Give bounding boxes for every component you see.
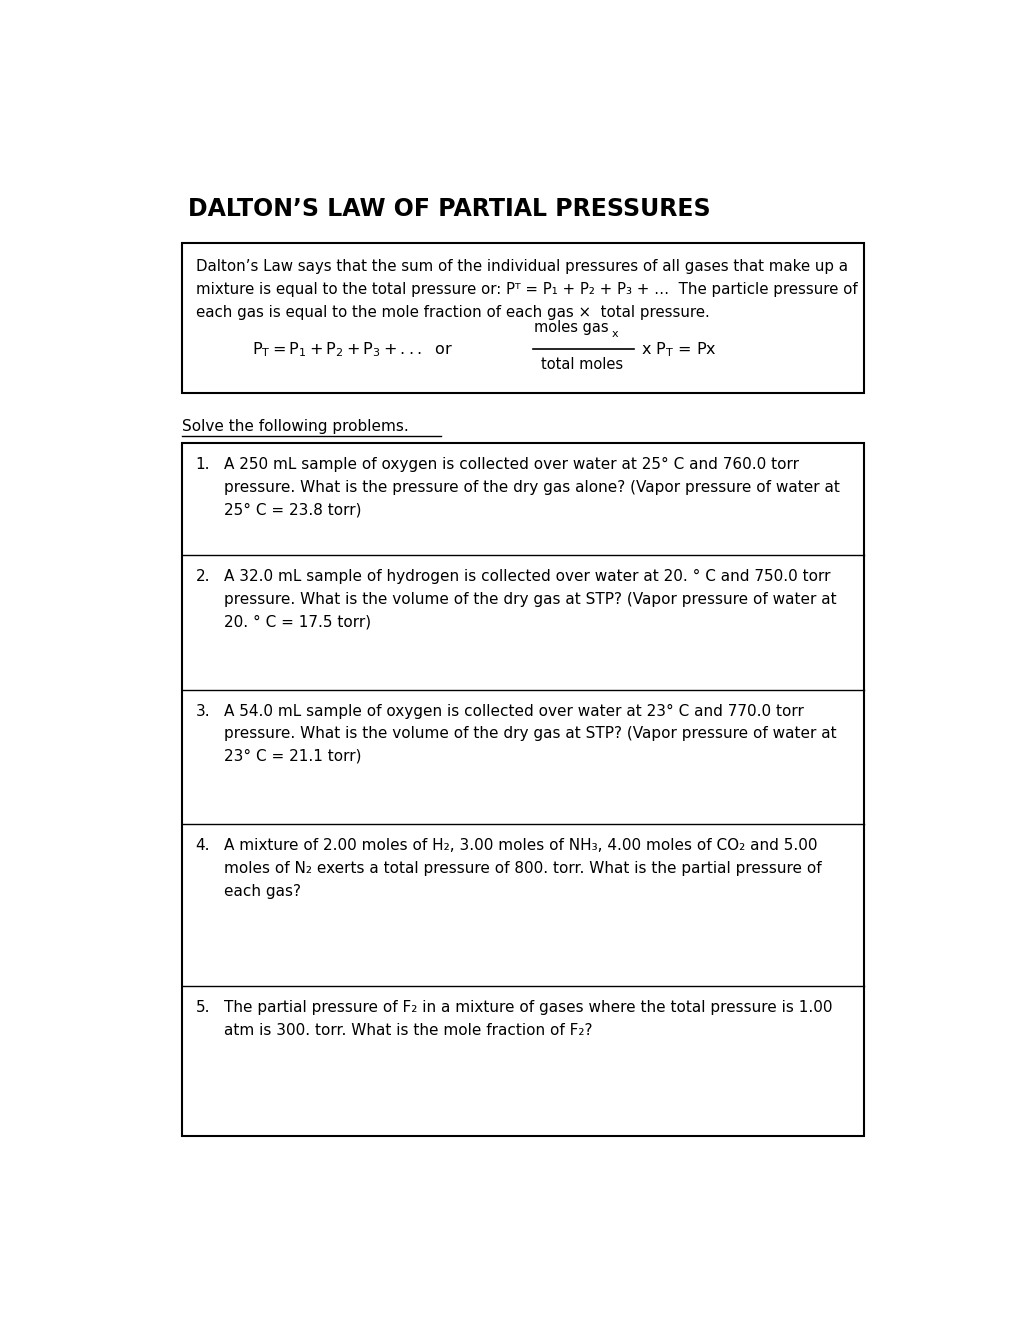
Text: A mixture of 2.00 moles of H₂, 3.00 moles of NH₃, 4.00 moles of CO₂ and 5.00: A mixture of 2.00 moles of H₂, 3.00 mole… [224, 838, 817, 853]
Text: 25° C = 23.8 torr): 25° C = 23.8 torr) [224, 503, 362, 517]
Text: each gas?: each gas? [224, 884, 301, 899]
Text: mixture is equal to the total pressure or: Pᵀ = P₁ + P₂ + P₃ + …  The particle p: mixture is equal to the total pressure o… [196, 281, 857, 297]
Text: 3.: 3. [196, 704, 210, 718]
Text: Dalton’s Law says that the sum of the individual pressures of all gases that mak: Dalton’s Law says that the sum of the in… [196, 259, 847, 273]
Text: The partial pressure of F₂ in a mixture of gases where the total pressure is 1.0: The partial pressure of F₂ in a mixture … [224, 1001, 833, 1015]
Text: x $\mathregular{P_T}$ = Px: x $\mathregular{P_T}$ = Px [641, 341, 716, 359]
Text: $\mathregular{P_T = P_1 + P_2 + P_3 + ...}$  or: $\mathregular{P_T = P_1 + P_2 + P_3 + ..… [252, 341, 452, 359]
Text: 20. ° C = 17.5 torr): 20. ° C = 17.5 torr) [224, 614, 371, 630]
FancyBboxPatch shape [181, 243, 863, 393]
Text: moles of N₂ exerts a total pressure of 800. torr. What is the partial pressure o: moles of N₂ exerts a total pressure of 8… [224, 861, 821, 876]
Text: 1.: 1. [196, 457, 210, 473]
Text: pressure. What is the volume of the dry gas at STP? (Vapor pressure of water at: pressure. What is the volume of the dry … [224, 726, 837, 742]
Text: x: x [611, 330, 618, 339]
Text: A 250 mL sample of oxygen is collected over water at 25° C and 760.0 torr: A 250 mL sample of oxygen is collected o… [224, 457, 799, 473]
Text: 2.: 2. [196, 569, 210, 583]
Text: Solve the following problems.: Solve the following problems. [181, 418, 408, 434]
Text: DALTON’S LAW OF PARTIAL PRESSURES: DALTON’S LAW OF PARTIAL PRESSURES [187, 197, 710, 220]
Text: 5.: 5. [196, 1001, 210, 1015]
Text: A 32.0 mL sample of hydrogen is collected over water at 20. ° C and 750.0 torr: A 32.0 mL sample of hydrogen is collecte… [224, 569, 830, 583]
Text: pressure. What is the pressure of the dry gas alone? (Vapor pressure of water at: pressure. What is the pressure of the dr… [224, 480, 840, 495]
Text: each gas is equal to the mole fraction of each gas ×  total pressure.: each gas is equal to the mole fraction o… [196, 305, 709, 319]
Text: 4.: 4. [196, 838, 210, 853]
FancyBboxPatch shape [181, 444, 863, 1137]
Text: pressure. What is the volume of the dry gas at STP? (Vapor pressure of water at: pressure. What is the volume of the dry … [224, 591, 837, 606]
Text: moles gas: moles gas [534, 319, 608, 335]
Text: A 54.0 mL sample of oxygen is collected over water at 23° C and 770.0 torr: A 54.0 mL sample of oxygen is collected … [224, 704, 803, 718]
Text: atm is 300. torr. What is the mole fraction of F₂?: atm is 300. torr. What is the mole fract… [224, 1023, 592, 1038]
Text: total moles: total moles [540, 358, 622, 372]
Text: 23° C = 21.1 torr): 23° C = 21.1 torr) [224, 748, 362, 764]
